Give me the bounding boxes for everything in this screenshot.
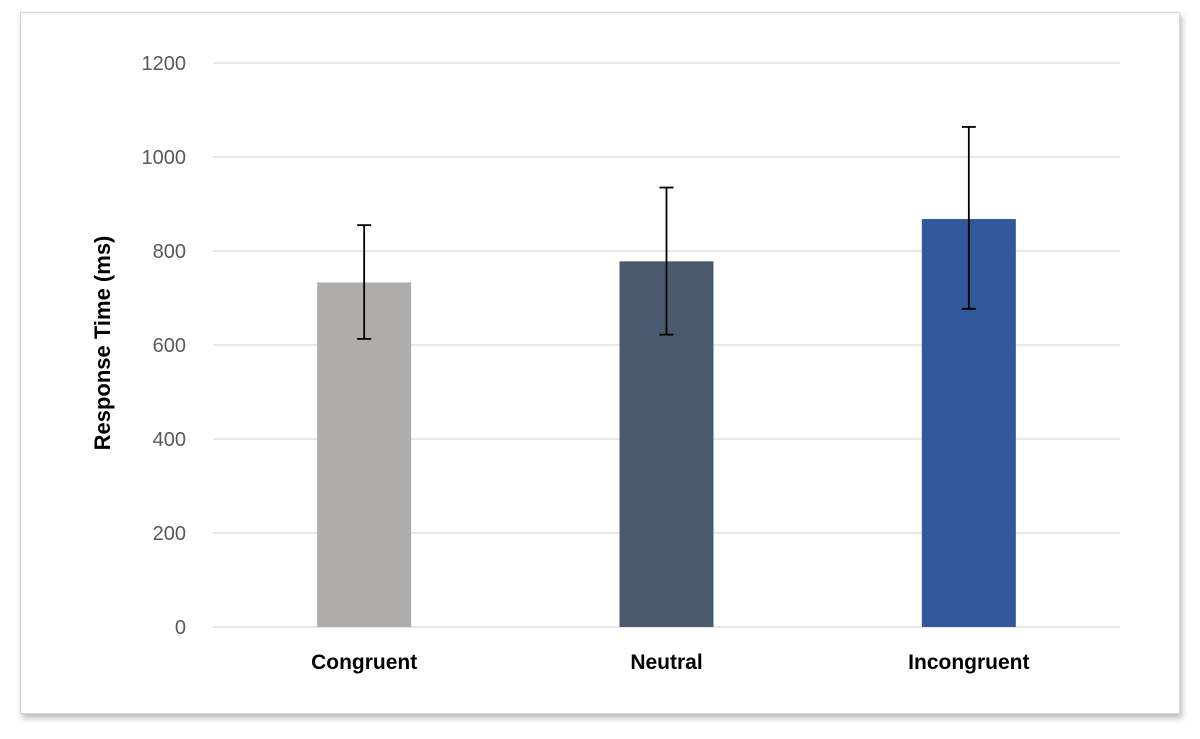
- error-bar-incongruent: [961, 126, 976, 310]
- error-bar-neutral: [659, 186, 674, 336]
- y-axis-ticks: 0 200 400 600 800 1000 1200: [142, 53, 187, 639]
- y-axis-title: Response Time (ms): [90, 236, 115, 451]
- y-tick-label-0: 0: [175, 617, 186, 639]
- y-tick-label-200: 200: [153, 523, 186, 545]
- y-tick-label-800: 800: [153, 241, 186, 263]
- error-bars: [357, 126, 976, 340]
- bars: [317, 219, 1016, 628]
- bar-congruent: [317, 282, 412, 627]
- y-tick-label-400: 400: [153, 429, 186, 451]
- y-tick-label-600: 600: [153, 335, 186, 357]
- y-tick-label-1000: 1000: [142, 147, 187, 169]
- error-bar-congruent: [357, 224, 372, 340]
- x-tick-label-neutral: Neutral: [630, 651, 702, 674]
- x-tick-label-congruent: Congruent: [311, 651, 417, 674]
- x-tick-label-incongruent: Incongruent: [908, 651, 1029, 674]
- y-tick-label-1200: 1200: [142, 53, 187, 75]
- x-axis-labels: Congruent Neutral Incongruent: [311, 651, 1029, 674]
